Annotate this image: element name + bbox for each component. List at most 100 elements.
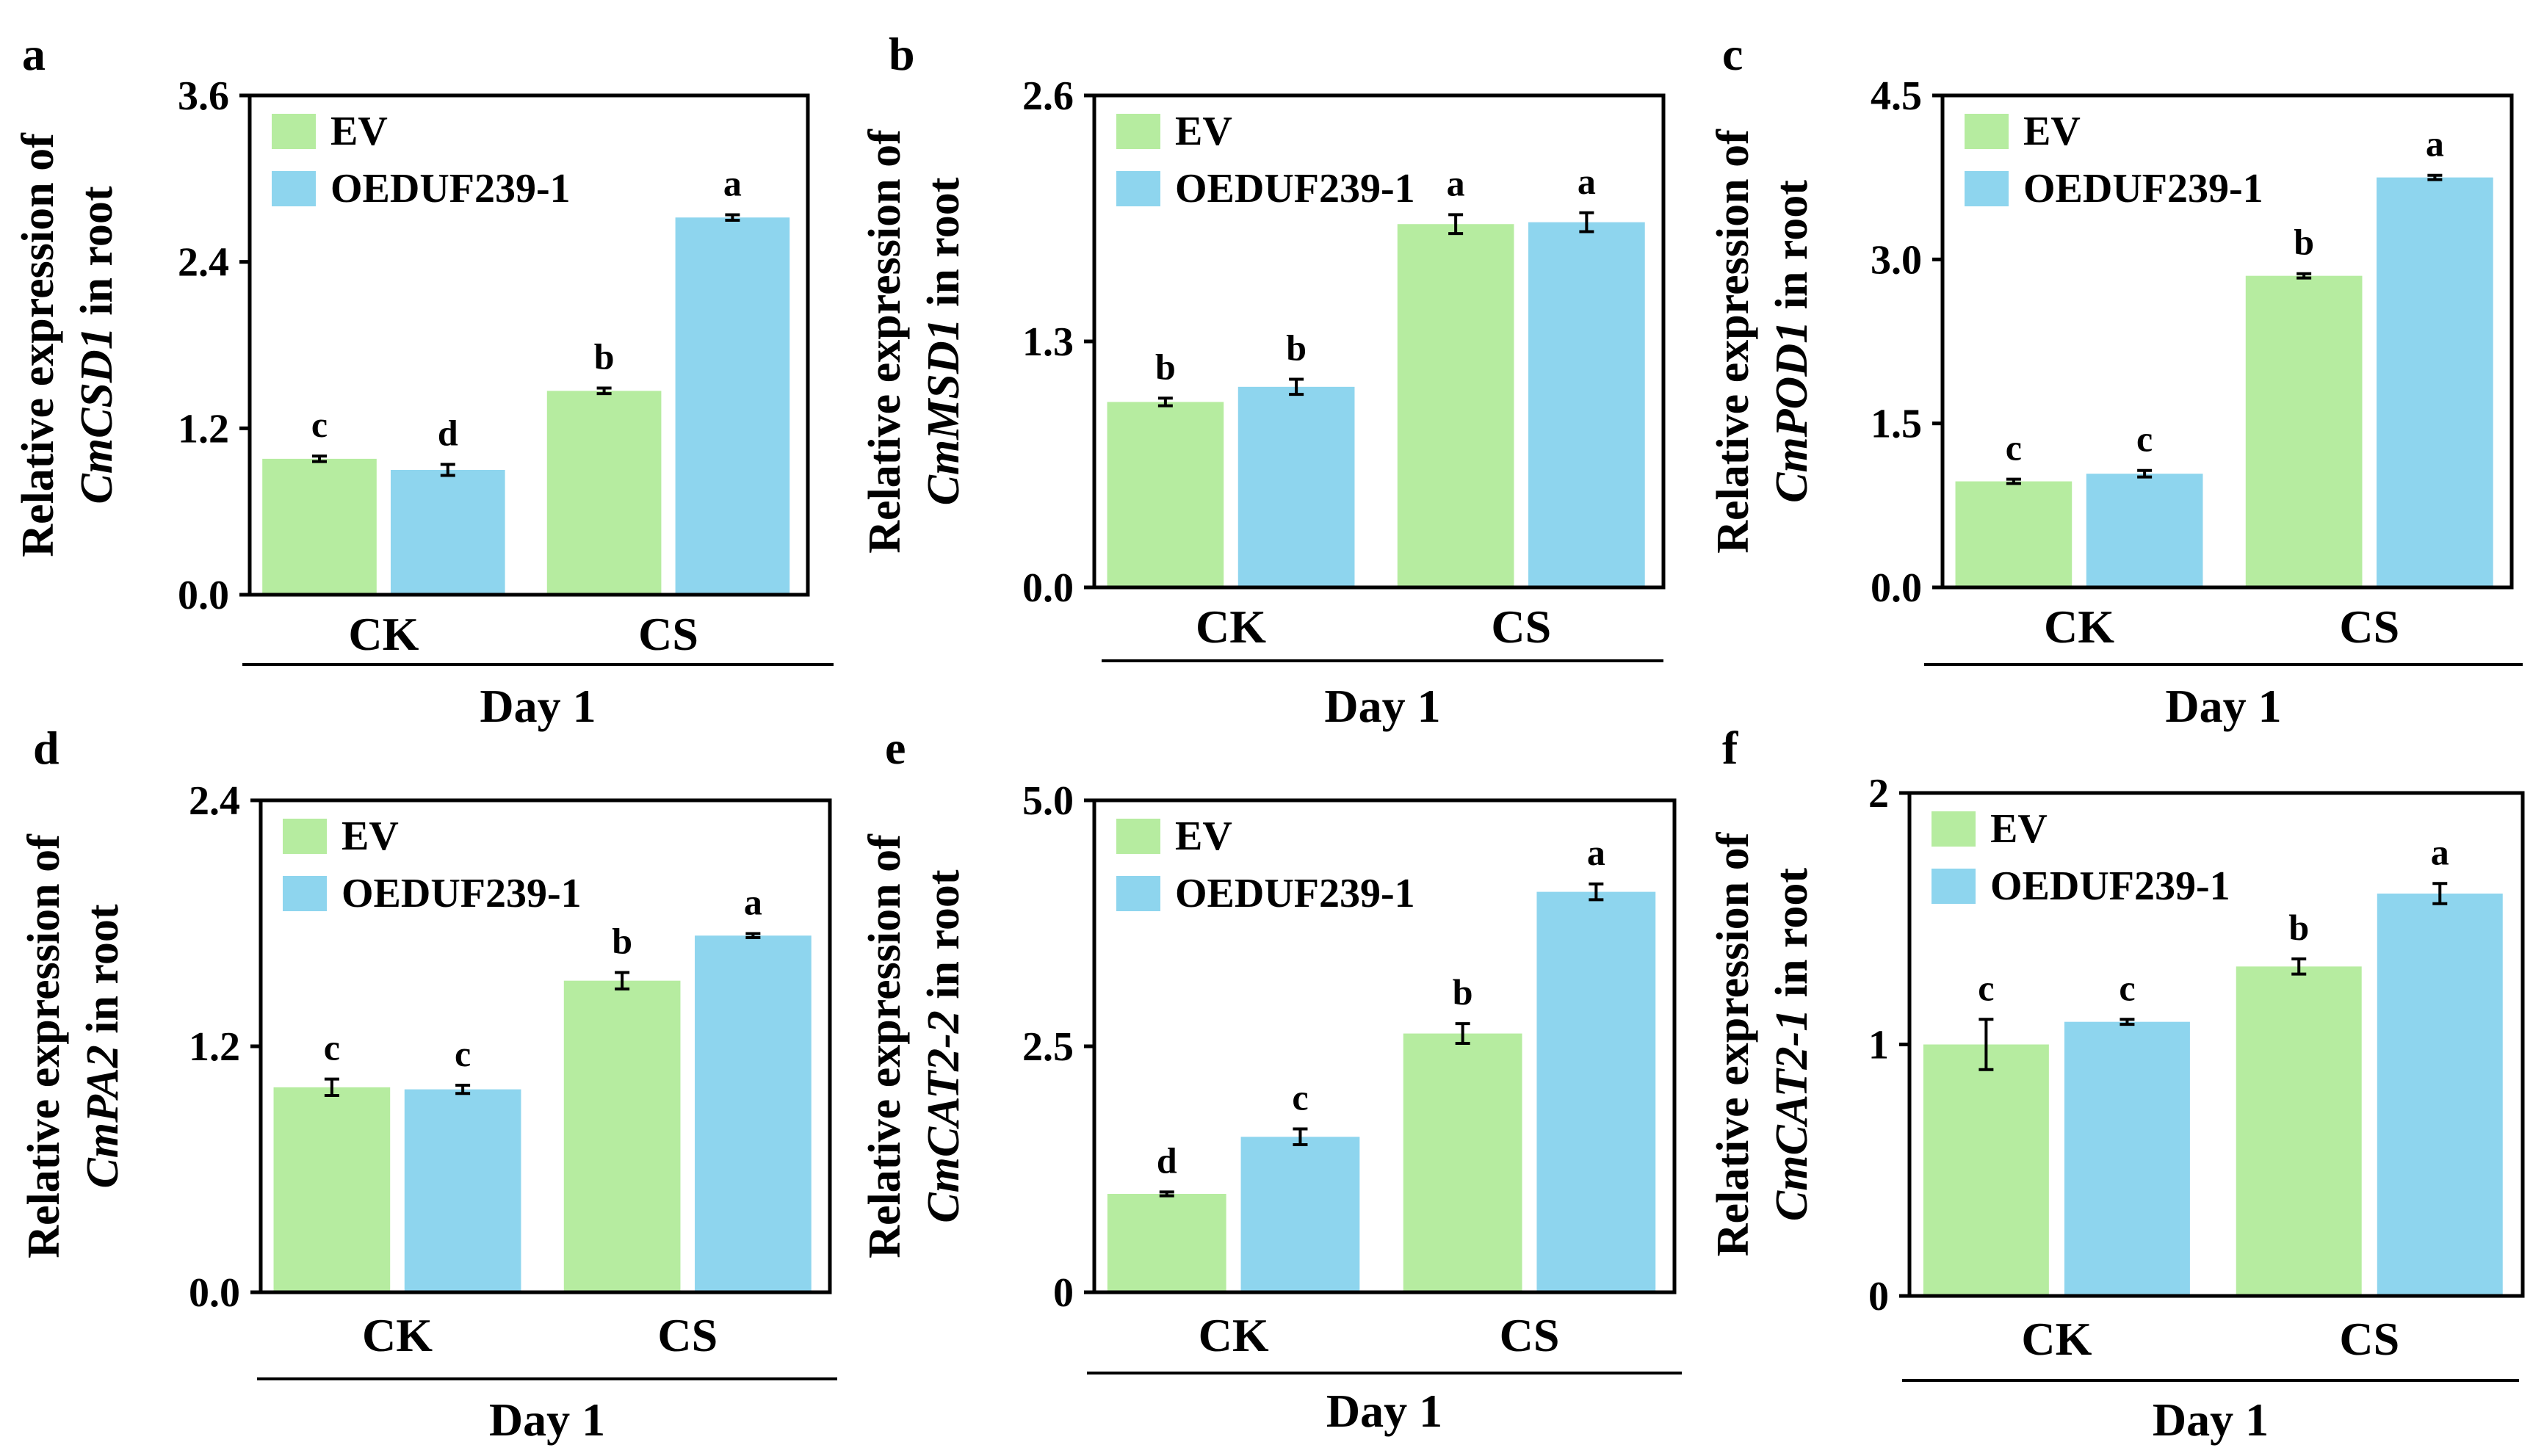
y-axis-label-suffix: in root	[1767, 868, 1817, 1009]
legend-label: EV	[1990, 806, 2048, 852]
legend-label: EV	[1175, 109, 1232, 154]
significance-letter: a	[2431, 831, 2449, 872]
bar-OEDUF239-1-CS	[1528, 222, 1645, 587]
x-category-label: CS	[657, 1309, 718, 1361]
significance-letter: c	[2136, 419, 2153, 460]
bar-EV-CS	[546, 391, 662, 595]
gene-name: CmCAT2-1	[1767, 1009, 1817, 1221]
significance-letter: a	[723, 162, 742, 203]
y-axis-label: Relative expression of	[860, 128, 910, 554]
panel-b: b b b a a 0.0 1.3 2.6 CK CS Day 1 Relative expressi…	[860, 28, 1666, 732]
bar-EV-CK	[1923, 1044, 2049, 1296]
y-axis-label-suffix: in root	[78, 904, 128, 1045]
legend-swatch	[1116, 819, 1160, 854]
y-tick-label: 3.0	[1871, 237, 1922, 283]
group-label: Day 1	[1326, 1385, 1442, 1437]
legend-swatch	[1116, 114, 1160, 149]
y-tick-label: 0	[1868, 1274, 1889, 1319]
y-tick-label: 0.0	[178, 573, 229, 618]
plot-frame	[1940, 93, 2514, 590]
significance-letter: d	[1157, 1140, 1177, 1181]
x-category-label: CK	[2021, 1313, 2092, 1365]
group-label: Day 1	[2165, 680, 2281, 732]
y-axis-label: Relative expression of	[19, 833, 69, 1258]
bar-OEDUF239-1-CS	[695, 935, 812, 1292]
legend-swatch	[1965, 114, 2009, 149]
y-tick-label: 2.4	[178, 240, 229, 286]
gene-name: CmPA2	[78, 1045, 128, 1188]
significance-letter: a	[744, 881, 762, 922]
y-tick-label: 0.0	[1022, 565, 1074, 611]
panel-label: d	[33, 722, 59, 774]
significance-letter: d	[438, 412, 458, 453]
group-label: Day 1	[1324, 680, 1440, 732]
legend-label: OEDUF239-1	[330, 166, 571, 211]
legend-swatch	[1116, 171, 1160, 206]
panel-label: b	[889, 28, 915, 80]
legend-swatch	[1116, 876, 1160, 911]
group-label: Day 1	[489, 1394, 605, 1446]
significance-letter: b	[1453, 971, 1473, 1013]
y-tick-label: 5.0	[1022, 778, 1074, 824]
y-tick-label: 2	[1868, 771, 1889, 816]
gene-name: CmCSD1	[72, 327, 122, 504]
panel-label: f	[1722, 722, 1738, 774]
x-category-label: CK	[1199, 1309, 1269, 1361]
bar-OEDUF239-1-CS	[675, 217, 790, 595]
bar-OEDUF239-1-CK	[1237, 386, 1355, 587]
legend-label: EV	[330, 109, 388, 154]
legend-swatch	[1932, 811, 1976, 847]
significance-letter: b	[612, 921, 632, 962]
panel-label: c	[1722, 28, 1743, 80]
panel-label: e	[885, 722, 906, 774]
y-axis-label-gene: CmCAT2-2 in root	[919, 869, 969, 1223]
legend-swatch	[272, 171, 316, 206]
significance-letter: b	[2288, 907, 2309, 948]
legend-label: EV	[2023, 109, 2081, 154]
legend-swatch	[1932, 869, 1976, 904]
bar-EV-CK	[1955, 481, 2073, 587]
panel-e: e d c b a 0 2.5 5.0 CK CS Day 1 Relative expression…	[860, 722, 1682, 1437]
bar-EV-CK	[1107, 402, 1224, 587]
y-axis-label-suffix: in root	[919, 869, 969, 1010]
significance-letter: a	[1587, 832, 1605, 873]
significance-letter: b	[1155, 346, 1176, 387]
legend-label: OEDUF239-1	[1175, 166, 1415, 211]
legend-swatch	[272, 114, 316, 149]
significance-letter: b	[2294, 222, 2314, 263]
significance-letter: c	[311, 404, 328, 445]
y-tick-label: 0.0	[1871, 565, 1922, 611]
y-tick-label: 1.2	[189, 1024, 240, 1070]
y-tick-label: 1.2	[178, 406, 229, 452]
panel-c: c c c b a 0.0 1.5 3.0 4.5 CK CS Day 1 Relative expre…	[1708, 28, 2523, 732]
bar-EV-CS	[563, 980, 681, 1292]
x-category-label: CK	[362, 1309, 433, 1361]
legend-label: OEDUF239-1	[2023, 166, 2263, 211]
x-category-label: CS	[2339, 601, 2399, 653]
significance-letter: a	[1447, 162, 1465, 203]
bar-EV-CS	[2236, 966, 2362, 1296]
y-tick-label: 1.3	[1022, 319, 1074, 365]
bar-OEDUF239-1-CK	[2064, 1021, 2190, 1296]
significance-letter: c	[1292, 1077, 1308, 1118]
panel-f: f c c b a 0 1 2 CK CS Day 1 Relative expression of C…	[1708, 722, 2525, 1446]
significance-letter: a	[2426, 123, 2444, 164]
panel-a: a c d b a 0.0 1.2 2.4 3.6 CK CS Day 1 Relative expre…	[13, 28, 834, 732]
bar-OEDUF239-1-CS	[1536, 891, 1656, 1292]
y-axis-label-gene: CmCSD1 in root	[72, 186, 122, 504]
y-tick-label: 1	[1868, 1023, 1889, 1068]
significance-letter: a	[1578, 161, 1596, 202]
significance-letter: c	[1978, 967, 1994, 1008]
panel-d: d c c b a 0.0 1.2 2.4 CK CS Day 1 Relative expressi…	[19, 722, 837, 1446]
x-category-label: CK	[348, 608, 419, 660]
y-tick-label: 0.0	[189, 1270, 240, 1316]
significance-letter: c	[2006, 427, 2022, 468]
y-tick-label: 3.6	[178, 73, 229, 119]
significance-letter: c	[2119, 967, 2135, 1008]
significance-letter: b	[1286, 327, 1307, 369]
significance-letter: b	[594, 336, 615, 377]
y-axis-label-gene: CmMSD1 in root	[919, 177, 969, 505]
gene-name: CmPOD1	[1767, 321, 1817, 503]
bar-EV-CS	[1397, 224, 1514, 587]
